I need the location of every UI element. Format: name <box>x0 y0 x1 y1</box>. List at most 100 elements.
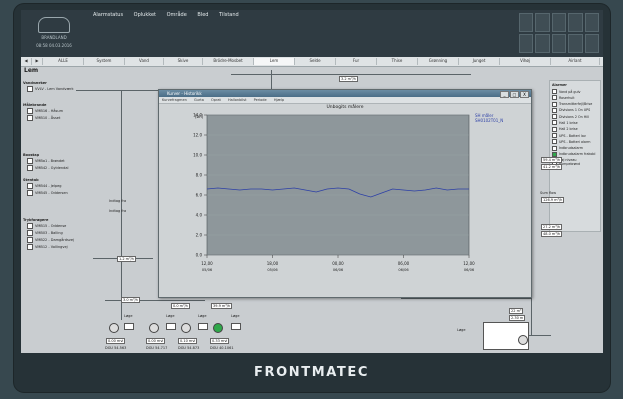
list-item[interactable]: VMB15 - Oddense <box>27 223 74 229</box>
list-item[interactable]: VMB22 - Damgårdsvej <box>27 237 74 243</box>
nav-forward-icon[interactable]: ▶ <box>32 58 43 65</box>
menu-item[interactable]: Hallonbilst <box>228 98 247 102</box>
alarm-item[interactable]: Hall 2 brise <box>552 126 598 132</box>
pipe <box>105 300 205 301</box>
alarm-indicator <box>552 139 557 145</box>
tab-vand[interactable]: Vand <box>125 58 164 65</box>
tool-icon[interactable] <box>568 13 583 32</box>
tab-thise[interactable]: Thise <box>377 58 418 65</box>
alarm-label: Roserhuit <box>559 95 575 100</box>
menu-alarmstatus[interactable]: Alarmstatus <box>93 12 124 18</box>
pump-status[interactable] <box>198 323 208 330</box>
legend-entry[interactable]: SH0102T01_N <box>475 118 504 123</box>
pump-icon[interactable] <box>181 323 191 333</box>
checkbox[interactable] <box>27 108 33 114</box>
tool-icon[interactable] <box>551 13 567 32</box>
tab-broedre-mosbet[interactable]: Brödre-Mosbet <box>203 58 254 65</box>
close-button[interactable]: X <box>520 91 529 98</box>
menu-item[interactable]: Periode <box>253 98 267 102</box>
list-item[interactable]: VMB45 - Oddersen <box>27 190 68 196</box>
tool-icon[interactable] <box>584 34 599 53</box>
alarm-item[interactable]: UPS - Batteri lav <box>552 133 598 139</box>
checkbox[interactable] <box>27 230 33 236</box>
panel-heading: Stentab <box>23 178 39 182</box>
checkbox[interactable] <box>27 158 33 164</box>
alarm-item[interactable]: Divisions 2 On Hill <box>552 114 598 120</box>
pump-icon[interactable] <box>518 335 528 345</box>
list-item[interactable]: VMB03 - Balling <box>27 230 74 236</box>
item-label: VVLV - Lem Vandværk <box>35 87 74 91</box>
y-tick-label: 14.0 <box>193 113 202 118</box>
tab-fur[interactable]: Fur <box>336 58 377 65</box>
panel-heading: Boostap <box>23 153 40 157</box>
alarm-label: Vand på gulv <box>559 89 581 94</box>
well-id: DGU 40.1061 <box>210 346 234 350</box>
checkbox[interactable] <box>27 223 33 229</box>
tool-icon[interactable] <box>535 34 550 53</box>
pump-icon[interactable] <box>109 323 119 333</box>
logo-mark <box>38 17 70 33</box>
list-item[interactable]: VMB10 - Åsset <box>27 115 63 121</box>
menu-item[interactable]: Hjælp <box>273 98 285 102</box>
checkbox[interactable] <box>27 237 33 243</box>
checkbox[interactable] <box>27 165 33 171</box>
checkbox[interactable] <box>27 115 33 121</box>
alarm-item[interactable]: Vand på gulv <box>552 89 598 94</box>
maximize-button[interactable]: □ <box>510 91 519 98</box>
menu-item[interactable]: Kurvefragmen <box>162 98 187 102</box>
list-item[interactable]: VMB44 - Jelpeg <box>27 183 68 189</box>
window-titlebar[interactable]: Kurver - Historikk _ □ X <box>159 90 531 98</box>
pump-icon[interactable] <box>149 323 159 333</box>
alarm-indicator <box>552 120 557 126</box>
legend-entry[interactable]: SH måler <box>475 113 494 118</box>
list-item[interactable]: VMB16 - Håsum <box>27 108 63 114</box>
pump-status[interactable] <box>124 323 134 330</box>
tool-icon[interactable] <box>519 13 534 32</box>
pump-icon[interactable] <box>213 323 223 333</box>
list-item[interactable]: VMBa1 - Brøndet <box>27 158 68 164</box>
chart-title: Unbogits målere <box>326 105 364 110</box>
alarm-item[interactable]: Indbrudsalarm frakobl <box>552 151 598 157</box>
menu-item[interactable]: Oprat <box>210 98 221 102</box>
nav-back-icon[interactable]: ◀ <box>21 58 32 65</box>
trend-chart[interactable]: [bh]14.0 12.0 10.0 8.0 6.0 4.0 2.0 0.0 12,00 05/0… <box>159 110 531 290</box>
minimize-button[interactable]: _ <box>500 91 509 98</box>
tab-alle[interactable]: ALLE <box>43 58 84 65</box>
logo-text: BRANDLAND <box>41 35 67 40</box>
menu-omraade[interactable]: Område <box>166 12 187 18</box>
tab-airlant[interactable]: Airlant <box>551 58 600 65</box>
list-item[interactable]: VMB42 - Gyldendal <box>27 165 68 171</box>
tab-vihoej[interactable]: Vihøj <box>500 58 551 65</box>
list-item[interactable]: VVLV - Lem Vandværk <box>27 86 73 92</box>
checkbox[interactable] <box>27 86 33 92</box>
tab-selde[interactable]: Selde <box>295 58 336 65</box>
alarm-item[interactable]: UPS - Batteri alarm <box>552 139 598 145</box>
alarm-item[interactable]: Transmitterfejl/Brise <box>552 101 598 107</box>
alarm-item[interactable]: Divisions 1 On UPS <box>552 107 598 113</box>
pump-status[interactable] <box>166 323 176 330</box>
tab-lem[interactable]: Lem <box>254 58 295 65</box>
y-tick-label: 0.0 <box>196 253 203 258</box>
tab-junget[interactable]: Junget <box>459 58 500 65</box>
checkbox[interactable] <box>27 183 33 189</box>
help-icon[interactable] <box>584 13 599 32</box>
checkbox[interactable] <box>27 190 33 196</box>
tool-icon[interactable] <box>551 34 567 53</box>
checkbox[interactable] <box>27 244 33 250</box>
list-item[interactable]: VMB12 - Vollingvej <box>27 244 74 250</box>
alarm-item[interactable]: Indbrudsalarm <box>552 145 598 151</box>
menu-tilstand[interactable]: Tilstand <box>219 12 239 18</box>
tab-groenning[interactable]: Grønning <box>418 58 459 65</box>
menu-item[interactable]: Gurta <box>193 98 204 102</box>
tool-icon[interactable] <box>568 34 583 53</box>
tab-skive[interactable]: Skive <box>164 58 203 65</box>
pump-status[interactable] <box>231 323 241 330</box>
menu-oplukket[interactable]: Oplukket <box>133 12 156 18</box>
alarm-item[interactable]: Roserhuit <box>552 95 598 101</box>
tool-icon[interactable] <box>519 34 534 53</box>
alarm-item[interactable]: Hall 1 brise <box>552 120 598 126</box>
well-id: DGU 54.873 <box>178 346 200 350</box>
tool-icon[interactable] <box>535 13 550 32</box>
tab-system[interactable]: System <box>84 58 125 65</box>
menu-bled[interactable]: Bled <box>197 12 209 18</box>
